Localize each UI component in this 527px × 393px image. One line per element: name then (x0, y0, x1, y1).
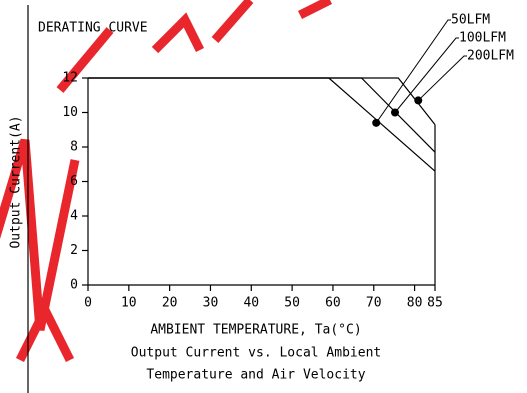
series-line (88, 77, 436, 172)
series-line (88, 77, 436, 153)
x-tick-label: 80 (407, 296, 423, 311)
y-tick-label: 10 (62, 105, 78, 120)
chart-title: DERATING CURVE (38, 21, 148, 36)
caption: Output Current vs. Local Ambient (131, 346, 381, 361)
legend-label: 100LFM (459, 31, 506, 46)
legend-label: 50LFM (451, 13, 490, 28)
leader-line (394, 37, 459, 113)
watermark-stroke (0, 138, 80, 331)
x-tick-label: 50 (284, 296, 300, 311)
x-tick-label: 20 (162, 296, 178, 311)
y-tick-label: 0 (70, 278, 78, 293)
caption: Temperature and Air Velocity (146, 368, 365, 383)
y-tick-label: 8 (70, 140, 78, 155)
x-tick-label: 60 (325, 296, 341, 311)
x-tick-label: 30 (203, 296, 219, 311)
watermark-stroke (56, 27, 114, 93)
x-tick-label: 0 (84, 296, 92, 311)
leader-line (375, 19, 451, 124)
y-tick-label: 2 (70, 243, 78, 258)
y-tick-label: 12 (62, 71, 78, 86)
x-tick-label: 10 (121, 296, 137, 311)
watermark-stroke (151, 12, 205, 54)
y-tick-label: 6 (70, 174, 78, 189)
y-axis-label: Output Current(A) (9, 115, 24, 248)
x-tick-label: 70 (366, 296, 382, 311)
leader-line (417, 55, 467, 101)
series-line (88, 77, 436, 125)
y-tick-label: 4 (70, 209, 78, 224)
x-tick-label: 85 (427, 296, 443, 311)
watermark-stroke (211, 0, 254, 43)
x-axis-label: AMBIENT TEMPERATURE, Ta(°C) (150, 323, 361, 338)
x-tick-label: 40 (243, 296, 259, 311)
legend-label: 200LFM (467, 49, 514, 64)
watermark-stroke (297, 0, 333, 20)
